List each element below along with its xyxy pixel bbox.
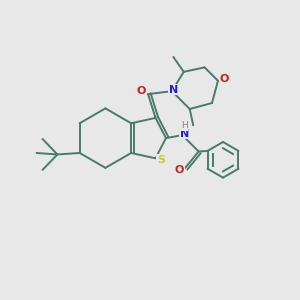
Text: O: O	[219, 74, 229, 84]
Text: O: O	[175, 165, 184, 175]
Text: H: H	[181, 121, 188, 130]
Text: O: O	[137, 85, 146, 96]
Text: N: N	[169, 85, 178, 95]
Text: S: S	[157, 155, 165, 165]
Text: N: N	[180, 129, 189, 139]
